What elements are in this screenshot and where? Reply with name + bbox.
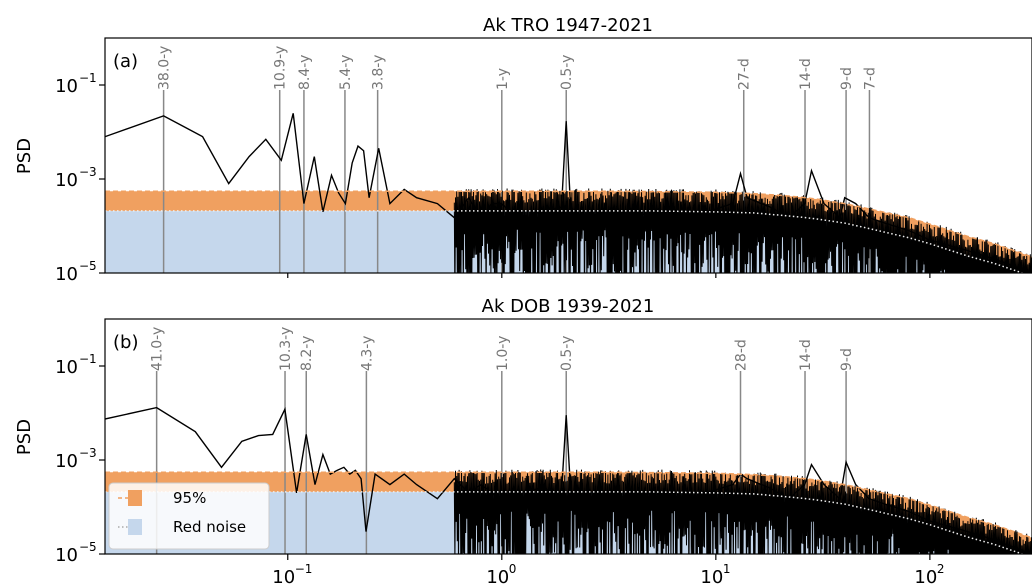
y-tick-label: 10 — [55, 170, 78, 191]
panel-b-yticks: 10−110−310−5 — [55, 352, 105, 566]
y-tick-label: 10 — [55, 264, 78, 285]
y-tick-exponent: −3 — [79, 165, 97, 179]
period-marker-label: 8.4-y — [297, 55, 313, 90]
period-marker-label: 14-d — [798, 58, 814, 90]
legend-red-noise-label: Red noise — [173, 518, 246, 536]
x-tick-exponent: 2 — [937, 562, 945, 576]
panel-a-marker-labels: 38.0-y 10.9-y 8.4-y 5.4-y 3.8-y 1-y 0.5-y 27-d 1… — [157, 46, 879, 90]
spectrum-line — [105, 113, 1032, 273]
y-tick-label: 10 — [55, 76, 78, 97]
period-marker-label: 3.8-y — [371, 55, 387, 90]
panel-a-frame — [104, 37, 1032, 274]
legend-95-label: 95% — [173, 489, 206, 507]
red-noise-line — [105, 491, 1025, 554]
panel-b-series — [105, 406, 1032, 554]
period-marker-label: 10.3-y — [278, 327, 294, 371]
panel-a-series — [105, 113, 1032, 273]
period-marker-label: 9-d — [839, 67, 855, 90]
period-marker-label: 41.0-y — [150, 327, 166, 371]
legend-red-noise-swatch — [128, 519, 142, 535]
period-marker-label: 0.5-y — [559, 336, 575, 371]
x-tick-label: 10 — [272, 567, 295, 588]
x-tick-label: 10 — [914, 567, 937, 588]
period-marker-label: 14-d — [798, 339, 814, 371]
x-tick-exponent: −1 — [295, 562, 313, 576]
panel-a-label: (a) — [113, 51, 138, 72]
spectrum-texture — [453, 188, 1032, 273]
panel-a-title: Ak TRO 1947-2021 — [483, 15, 653, 36]
confidence-95-line — [105, 471, 1032, 539]
period-marker-label: 7-d — [862, 67, 878, 90]
x-tick-label: 10 — [700, 567, 723, 588]
period-marker-label: 38.0-y — [157, 46, 173, 90]
x-tick-exponent: 0 — [509, 562, 517, 576]
period-marker-label: 0.5-y — [559, 55, 575, 90]
panel-b: Ak DOB 1939-2021 41.0-y 10.3-y 8.2-y 4.3-y 1… — [14, 296, 1032, 588]
y-tick-label: 10 — [55, 451, 78, 472]
panel-b-ylabel: PSD — [14, 419, 35, 455]
red-noise-line — [105, 210, 1025, 273]
legend: 95% Red noise — [108, 482, 270, 550]
period-marker-label: 4.3-y — [359, 336, 375, 371]
panel-b-xticks: 10 −1 10 0 10 1 10 2 — [272, 554, 945, 588]
period-marker-label: 8.2-y — [299, 336, 315, 371]
spectrum-texture — [453, 469, 1032, 554]
period-marker-label: 1-y — [495, 68, 511, 90]
y-tick-exponent: −3 — [79, 446, 97, 460]
y-tick-exponent: −1 — [79, 352, 97, 366]
period-marker-label: 28-d — [734, 339, 750, 371]
y-tick-label: 10 — [55, 357, 78, 378]
panel-b-label: (b) — [113, 332, 138, 353]
panel-b-title: Ak DOB 1939-2021 — [482, 296, 655, 317]
y-tick-exponent: −5 — [79, 259, 97, 273]
period-marker-label: 9-d — [839, 348, 855, 371]
x-tick-label: 10 — [486, 567, 509, 588]
period-marker-label: 5.4-y — [338, 55, 354, 90]
legend-item-red-noise: Red noise — [118, 518, 246, 536]
y-tick-label: 10 — [55, 545, 78, 566]
confidence-95-line — [105, 190, 1032, 258]
panel-b-frame — [104, 318, 1032, 555]
panel-a-ylabel: PSD — [14, 138, 35, 174]
panel-a: Ak TRO 1947-2021 38.0-y 10.9-y 8.4-y 5.4-y 3… — [14, 15, 1032, 285]
legend-box — [108, 482, 270, 550]
panel-a-yticks: 10−110−310−5 — [55, 71, 105, 285]
y-tick-exponent: −5 — [79, 540, 97, 554]
y-tick-exponent: −1 — [79, 71, 97, 85]
legend-item-95: 95% — [118, 489, 206, 507]
legend-95-swatch — [128, 490, 142, 506]
spectrum-line — [105, 406, 1032, 554]
panel-a-xtickmarks — [287, 273, 931, 278]
panel-b-marker-labels: 41.0-y 10.3-y 8.2-y 4.3-y 1.0-y 0.5-y 28-d 14-d… — [150, 327, 855, 371]
period-marker-label: 1.0-y — [495, 336, 511, 371]
period-marker-label: 10.9-y — [273, 46, 289, 90]
period-marker-label: 27-d — [737, 58, 753, 90]
x-tick-exponent: 1 — [723, 562, 731, 576]
